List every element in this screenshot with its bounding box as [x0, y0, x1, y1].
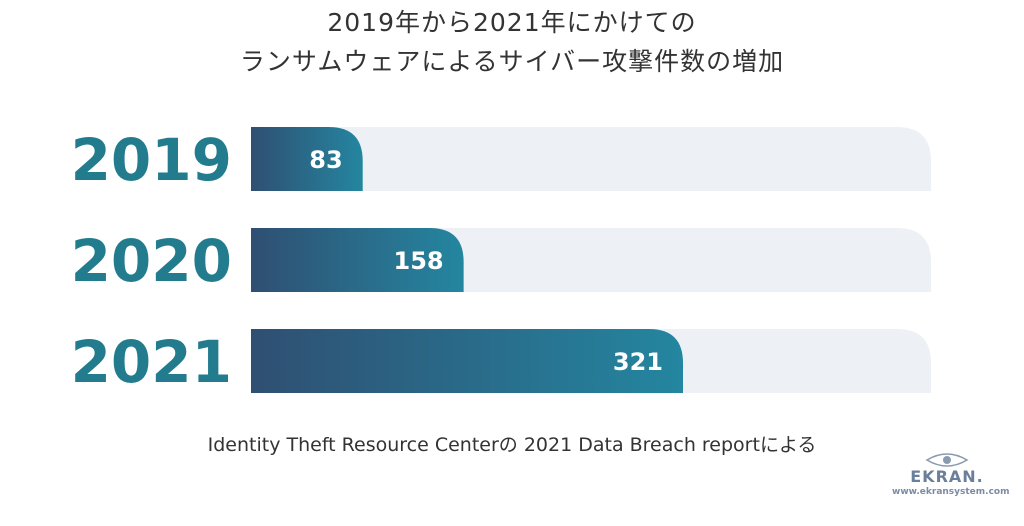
logo-name: EKRAN. — [910, 467, 984, 486]
bar-2019 — [251, 127, 363, 191]
ekran-logo: EKRAN. www.ekransystem.com — [892, 452, 1010, 498]
chart-title-line1: 2019年から2021年にかけての — [327, 8, 697, 37]
category-label-2020: 2020 — [71, 227, 232, 295]
bar-track — [251, 127, 931, 191]
logo-url: www.ekransystem.com — [892, 487, 1010, 497]
category-label-2019: 2019 — [71, 126, 232, 194]
category-label-2021: 2021 — [71, 328, 232, 396]
chart-title-line2: ランサムウェアによるサイバー攻撃件数の増加 — [239, 47, 785, 76]
value-label-2019: 83 — [309, 146, 342, 174]
eye-icon — [925, 453, 969, 467]
value-label-2020: 158 — [394, 247, 444, 275]
bar-2020 — [251, 228, 464, 292]
source-note: Identity Theft Resource Centerの 2021 Dat… — [207, 434, 817, 456]
value-label-2021: 321 — [613, 348, 663, 376]
bar-2021 — [251, 329, 683, 393]
